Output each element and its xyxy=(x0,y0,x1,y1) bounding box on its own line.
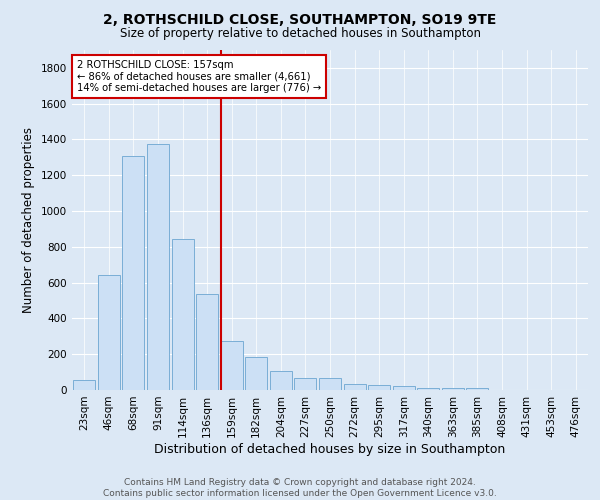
Bar xyxy=(172,239,194,390)
Bar xyxy=(295,378,316,390)
Bar xyxy=(442,388,464,390)
Bar xyxy=(98,274,120,390)
Bar xyxy=(122,156,145,390)
Bar xyxy=(319,378,341,390)
Bar xyxy=(417,388,439,390)
Text: Size of property relative to detached houses in Southampton: Size of property relative to detached ho… xyxy=(119,28,481,40)
Bar xyxy=(466,388,488,390)
Bar xyxy=(368,384,390,390)
Text: Contains HM Land Registry data © Crown copyright and database right 2024.
Contai: Contains HM Land Registry data © Crown c… xyxy=(103,478,497,498)
Text: 2, ROTHSCHILD CLOSE, SOUTHAMPTON, SO19 9TE: 2, ROTHSCHILD CLOSE, SOUTHAMPTON, SO19 9… xyxy=(103,12,497,26)
Text: 2 ROTHSCHILD CLOSE: 157sqm
← 86% of detached houses are smaller (4,661)
14% of s: 2 ROTHSCHILD CLOSE: 157sqm ← 86% of deta… xyxy=(77,60,322,94)
Bar xyxy=(392,386,415,390)
Bar xyxy=(73,380,95,390)
Bar xyxy=(270,371,292,390)
X-axis label: Distribution of detached houses by size in Southampton: Distribution of detached houses by size … xyxy=(154,442,506,456)
Bar xyxy=(196,294,218,390)
Y-axis label: Number of detached properties: Number of detached properties xyxy=(22,127,35,313)
Bar xyxy=(245,357,268,390)
Bar xyxy=(344,384,365,390)
Bar xyxy=(221,341,243,390)
Bar xyxy=(147,144,169,390)
